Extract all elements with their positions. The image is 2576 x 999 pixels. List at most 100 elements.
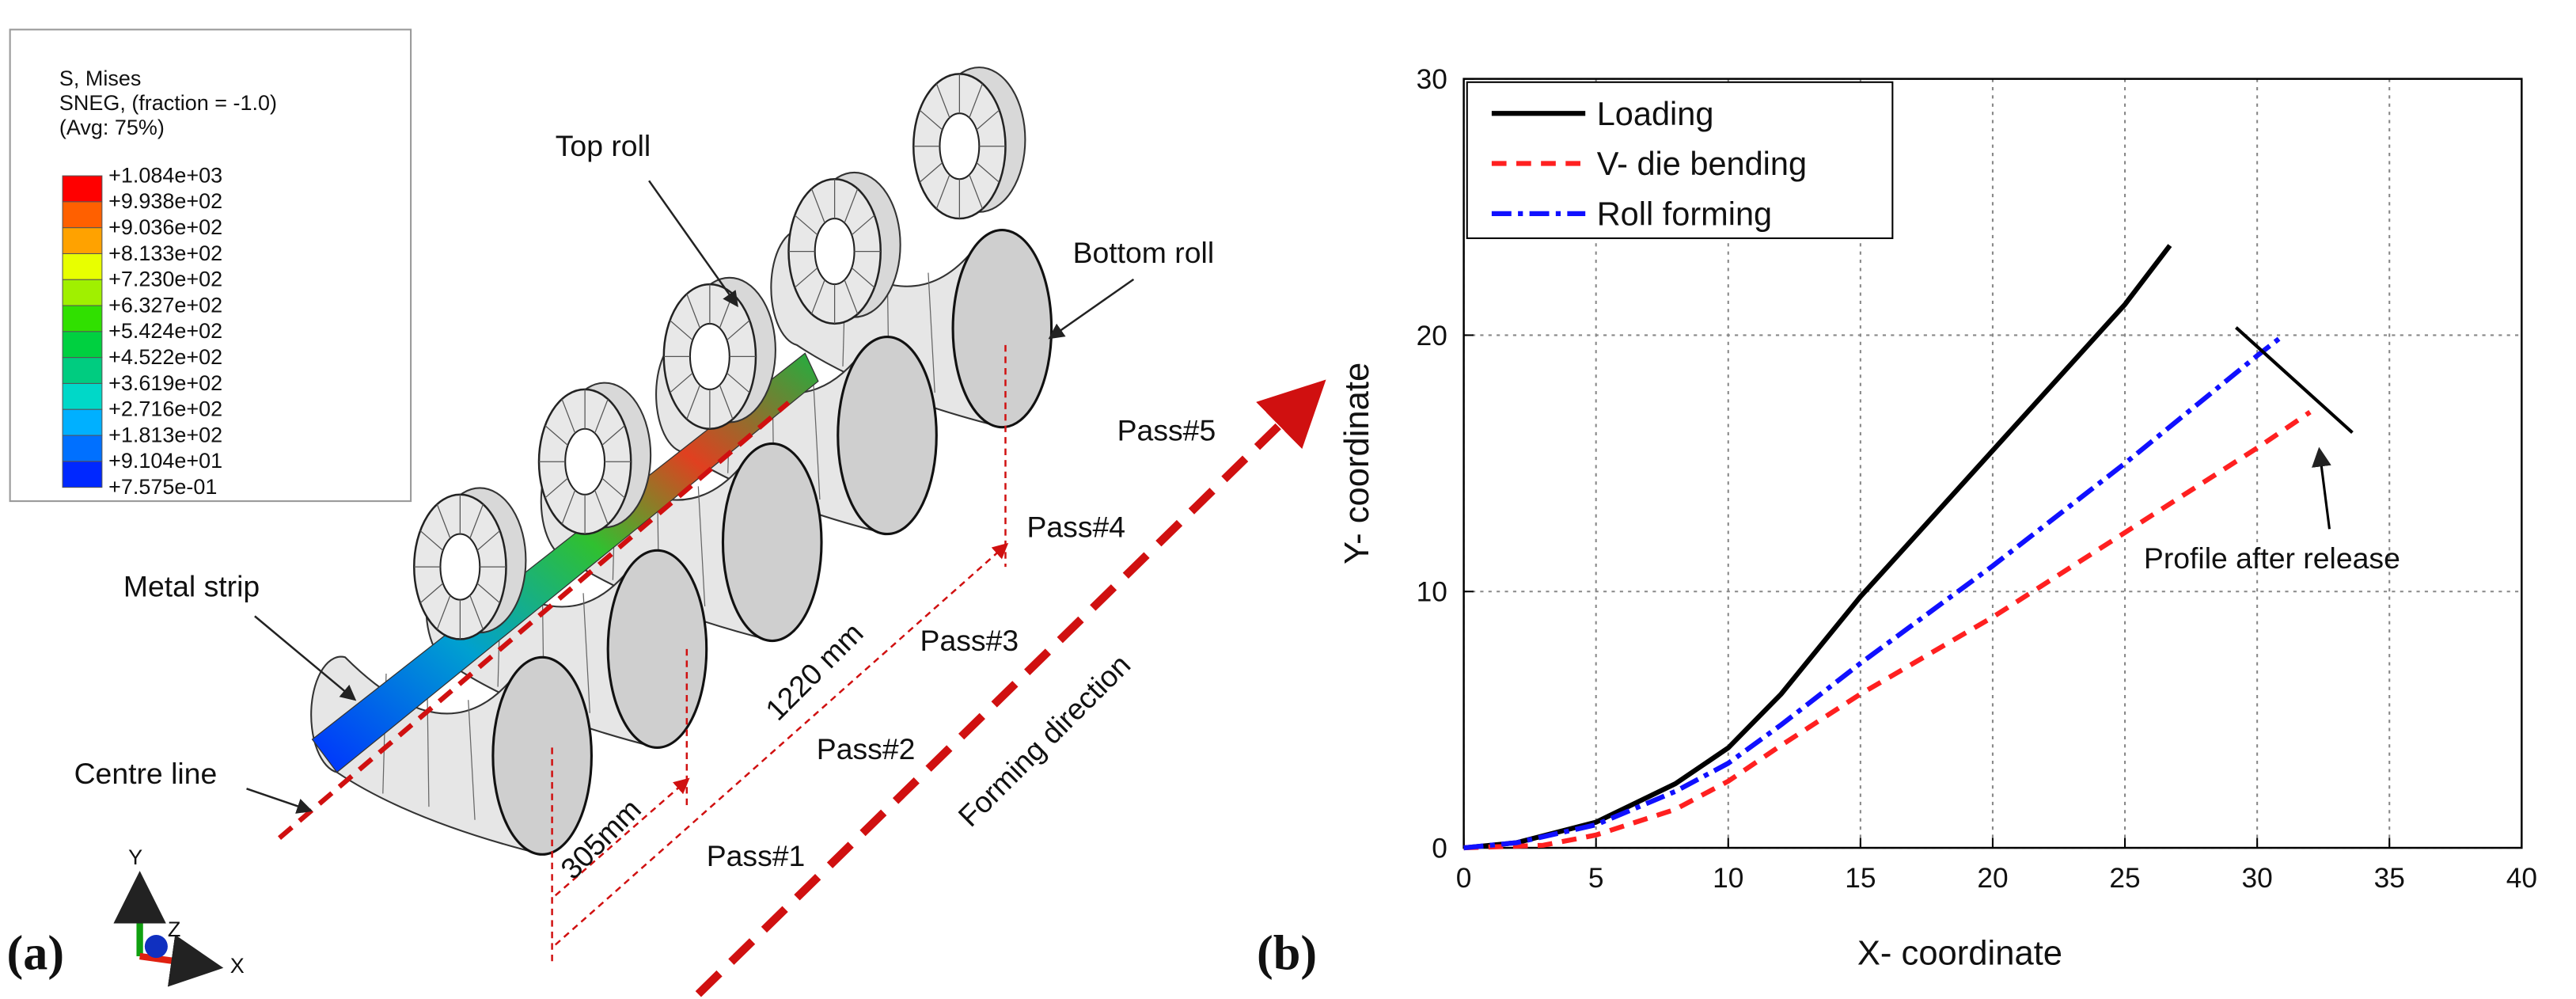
triad-z — [144, 935, 168, 959]
mesh-line — [476, 583, 501, 604]
legend-label: V- die bending — [1597, 145, 1807, 182]
mesh-line — [561, 398, 576, 434]
x-tick-label: 30 — [2242, 863, 2273, 894]
mesh-line — [928, 272, 935, 393]
forming-direction — [695, 379, 1326, 997]
mesh-line — [727, 320, 750, 341]
contour-value: +6.327e+02 — [108, 293, 222, 317]
annotation: Top roll — [556, 129, 651, 162]
series-line — [1463, 409, 2312, 851]
x-tick-label: 0 — [1456, 863, 1472, 894]
roll-face — [951, 229, 1053, 429]
contour-swatch — [62, 253, 103, 280]
annotation: Metal strip — [123, 569, 260, 602]
x-tick-label: 15 — [1845, 863, 1876, 894]
top-roll — [787, 171, 901, 325]
top-roll — [912, 66, 1026, 220]
contour-value: +1.084e+03 — [108, 163, 222, 187]
contour-value: +8.133e+02 — [108, 241, 222, 265]
annotation: Pass#2 — [817, 732, 916, 765]
centre-line — [278, 401, 791, 840]
mesh-line — [469, 594, 484, 630]
roll-hole — [439, 533, 481, 601]
y-axis-label: Y- coordinate — [1338, 363, 1376, 564]
annotation: Forming direction — [952, 648, 1137, 833]
mesh-line — [794, 267, 818, 288]
mesh-line — [686, 385, 700, 420]
mesh-line — [727, 372, 750, 393]
dim-line — [554, 777, 690, 897]
roll-face — [606, 549, 708, 749]
mesh-line — [697, 486, 706, 606]
triad-label: Y — [128, 845, 142, 869]
mesh-line — [476, 530, 501, 551]
legend-label: Roll forming — [1597, 195, 1772, 232]
mesh-line — [469, 503, 484, 539]
y-tick-label: 0 — [1432, 833, 1447, 864]
mesh-line — [544, 477, 568, 499]
mesh-line — [468, 700, 476, 820]
mesh-line — [794, 215, 818, 236]
mesh-line — [594, 398, 609, 434]
mesh-line — [976, 109, 1000, 131]
x-axis-label: X- coordinate — [1857, 934, 2062, 972]
annotation: Pass#1 — [707, 839, 806, 872]
legend-header: (Avg: 75%) — [59, 116, 165, 139]
mesh-line — [935, 174, 950, 210]
mesh-line — [935, 83, 950, 119]
contour-value: +7.230e+02 — [108, 268, 222, 291]
mesh-line — [686, 294, 700, 329]
contour-swatch — [62, 305, 103, 332]
mesh-line — [436, 503, 451, 539]
contour-value: +9.036e+02 — [108, 215, 222, 239]
triad-x — [139, 934, 224, 987]
y-tick-label: 20 — [1417, 321, 1447, 351]
top-roll — [662, 276, 776, 430]
mesh-line — [561, 489, 576, 525]
legend-label: Loading — [1597, 95, 1714, 132]
contour-swatch — [62, 435, 103, 462]
panel-label: (a) — [6, 927, 64, 981]
roll-face — [837, 335, 938, 536]
triad-label: Z — [168, 917, 180, 941]
triad-label: X — [230, 954, 245, 978]
annotation: Pass#3 — [920, 624, 1019, 657]
mesh-line — [813, 379, 821, 500]
mesh-line — [719, 385, 734, 420]
plot-frame — [1463, 78, 2523, 849]
roll-hole — [814, 218, 856, 286]
contour-value: +4.522e+02 — [108, 345, 222, 369]
contour-value: +9.938e+02 — [108, 189, 222, 213]
roll-hole — [939, 112, 981, 180]
mesh-line — [544, 425, 568, 446]
x-tick-label: 35 — [2374, 863, 2405, 894]
mesh-line — [427, 686, 430, 807]
contour-value: +1.813e+02 — [108, 423, 222, 446]
contour-swatch — [62, 461, 103, 488]
mesh-line — [976, 162, 1000, 183]
mesh-line — [419, 530, 444, 551]
dim-line — [554, 542, 1009, 946]
mesh-line — [851, 215, 875, 236]
top-roll — [413, 487, 527, 640]
annotation: Pass#4 — [1026, 511, 1125, 544]
panel-b: (b) 0 5 10 15 20 25 30 35 40 0 10 20 30 X- coordinate Y… — [1257, 64, 2537, 981]
mesh-line — [844, 279, 859, 314]
callout-arrow — [254, 615, 357, 701]
panel-label: (b) — [1257, 927, 1317, 981]
contour-swatch — [62, 201, 103, 229]
contour-value: +2.716e+02 — [108, 397, 222, 421]
contour-swatch — [62, 331, 103, 359]
contour-swatch — [62, 357, 103, 384]
mesh-line — [601, 425, 625, 446]
mesh-line — [810, 279, 825, 314]
mesh-line — [670, 372, 693, 393]
annotation: Bottom roll — [1073, 236, 1215, 269]
y-tick-label: 10 — [1417, 577, 1447, 608]
contour-value: +7.575e-01 — [108, 475, 217, 499]
callout-arrow — [648, 180, 738, 308]
release-profile — [2235, 326, 2354, 435]
top-roll — [537, 382, 652, 535]
contour-swatch — [62, 279, 103, 306]
